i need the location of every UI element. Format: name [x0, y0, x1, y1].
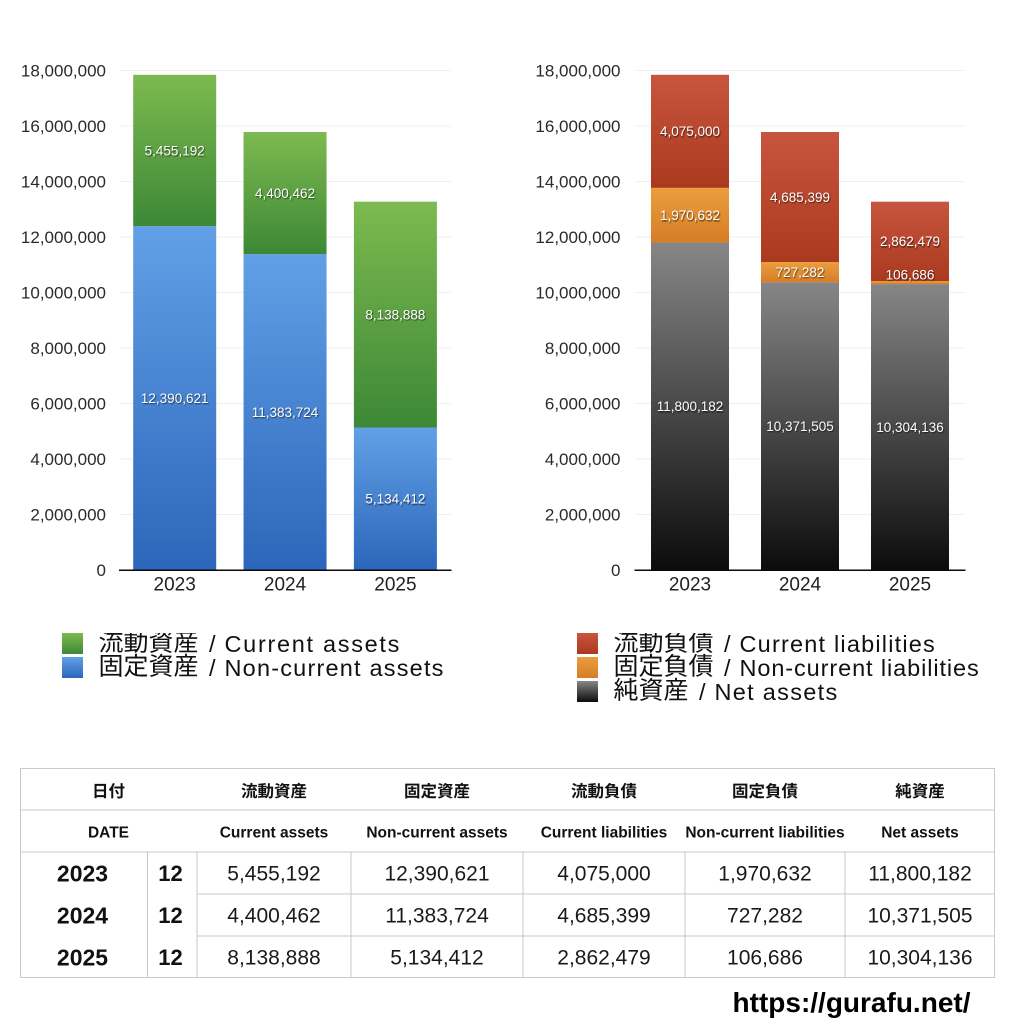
svg-text:11,383,724: 11,383,724	[252, 405, 319, 420]
svg-text:10,000,000: 10,000,000	[535, 284, 620, 303]
svg-text:18,000,000: 18,000,000	[21, 62, 106, 81]
svg-text:/: /	[699, 679, 706, 705]
svg-text:2025: 2025	[374, 575, 416, 596]
svg-text:727,282: 727,282	[776, 266, 825, 281]
svg-text:12,000,000: 12,000,000	[535, 228, 620, 247]
svg-text:11,383,724: 11,383,724	[385, 905, 489, 928]
svg-text:DATE: DATE	[88, 824, 129, 841]
svg-text:2,862,479: 2,862,479	[881, 235, 941, 250]
svg-text:2,862,479: 2,862,479	[557, 947, 650, 970]
svg-text:8,000,000: 8,000,000	[30, 339, 106, 358]
svg-text:16,000,000: 16,000,000	[21, 117, 106, 136]
svg-text:/: /	[724, 655, 731, 681]
svg-text:4,000,000: 4,000,000	[545, 450, 621, 469]
svg-text:10,371,505: 10,371,505	[867, 905, 972, 928]
svg-text:10,000,000: 10,000,000	[21, 284, 106, 303]
svg-text:4,400,462: 4,400,462	[227, 905, 320, 928]
svg-text:/: /	[724, 633, 731, 657]
svg-text:4,400,462: 4,400,462	[256, 187, 316, 202]
svg-text:Non-current liabilities: Non-current liabilities	[685, 824, 844, 841]
svg-text:5,134,412: 5,134,412	[366, 493, 426, 508]
svg-text:2023: 2023	[57, 860, 108, 886]
svg-text:14,000,000: 14,000,000	[21, 173, 106, 192]
svg-text:Net assets: Net assets	[714, 679, 838, 705]
svg-text:0: 0	[97, 561, 106, 580]
svg-text:6,000,000: 6,000,000	[545, 395, 621, 414]
svg-text:727,282: 727,282	[776, 265, 825, 280]
svg-text:18,000,000: 18,000,000	[535, 62, 620, 81]
svg-text:16,000,000: 16,000,000	[535, 117, 620, 136]
svg-text:Non-current liabilities: Non-current liabilities	[739, 655, 979, 681]
svg-text:6,000,000: 6,000,000	[30, 395, 106, 414]
svg-text:11,800,182: 11,800,182	[658, 400, 725, 415]
svg-text:2025: 2025	[889, 575, 931, 596]
svg-text:2,000,000: 2,000,000	[30, 506, 106, 525]
svg-text:5,455,192: 5,455,192	[227, 863, 320, 886]
svg-text:727,282: 727,282	[727, 905, 803, 928]
svg-text:11,800,182: 11,800,182	[868, 863, 972, 886]
svg-text:Non-current assets: Non-current assets	[366, 824, 507, 841]
svg-text:2024: 2024	[779, 575, 822, 596]
svg-text:5,455,192: 5,455,192	[145, 145, 205, 160]
svg-text:12,390,621: 12,390,621	[142, 392, 210, 407]
svg-text:11,800,182: 11,800,182	[657, 399, 724, 414]
svg-text:5,455,192: 5,455,192	[145, 143, 205, 158]
svg-text:2023: 2023	[154, 575, 196, 596]
svg-text:2024: 2024	[57, 902, 108, 928]
svg-text:0: 0	[611, 561, 620, 580]
svg-text:4,400,462: 4,400,462	[255, 186, 315, 201]
svg-text:1,970,632: 1,970,632	[718, 863, 811, 886]
svg-text:4,685,399: 4,685,399	[557, 905, 650, 928]
svg-text:106,686: 106,686	[727, 947, 803, 970]
svg-text:106,686: 106,686	[886, 269, 935, 284]
svg-text:/: /	[209, 655, 216, 681]
svg-text:10,304,136: 10,304,136	[867, 947, 972, 970]
svg-text:2024: 2024	[264, 575, 307, 596]
svg-text:Net assets: Net assets	[881, 824, 959, 841]
svg-text:10,371,505: 10,371,505	[766, 419, 834, 434]
svg-text:4,075,000: 4,075,000	[661, 125, 721, 140]
svg-text:4,075,000: 4,075,000	[660, 124, 720, 139]
svg-text:8,138,888: 8,138,888	[366, 309, 426, 324]
svg-text:12: 12	[158, 903, 182, 928]
svg-text:1,970,632: 1,970,632	[661, 209, 721, 224]
svg-text:11,383,724: 11,383,724	[253, 406, 320, 421]
svg-text:4,075,000: 4,075,000	[557, 863, 650, 886]
svg-text:4,685,399: 4,685,399	[771, 191, 831, 206]
svg-text:10,304,136: 10,304,136	[876, 420, 944, 435]
svg-text:4,685,399: 4,685,399	[770, 190, 830, 205]
svg-text:Current liabilities: Current liabilities	[541, 824, 668, 841]
svg-text:2025: 2025	[57, 944, 108, 970]
svg-text:12,000,000: 12,000,000	[21, 228, 106, 247]
svg-text:5,134,412: 5,134,412	[390, 947, 483, 970]
svg-text:5,134,412: 5,134,412	[365, 492, 425, 507]
svg-text:4,000,000: 4,000,000	[30, 450, 106, 469]
svg-text:2023: 2023	[669, 575, 711, 596]
svg-text:12: 12	[158, 945, 182, 970]
svg-text:Current liabilities: Current liabilities	[739, 633, 936, 657]
svg-text:12: 12	[158, 861, 182, 886]
svg-text:8,138,888: 8,138,888	[365, 307, 425, 322]
svg-text:10,304,136: 10,304,136	[877, 421, 945, 436]
svg-text:Current assets: Current assets	[220, 824, 329, 841]
svg-text:Non-current assets: Non-current assets	[224, 655, 444, 681]
svg-text:14,000,000: 14,000,000	[535, 173, 620, 192]
svg-text:8,000,000: 8,000,000	[545, 339, 621, 358]
svg-text:2,862,479: 2,862,479	[880, 234, 940, 249]
svg-text:12,390,621: 12,390,621	[141, 391, 209, 406]
svg-text:106,686: 106,686	[886, 267, 935, 282]
svg-text:/: /	[209, 633, 216, 657]
svg-text:Current assets: Current assets	[224, 633, 401, 657]
svg-text:2,000,000: 2,000,000	[545, 506, 621, 525]
svg-text:12,390,621: 12,390,621	[384, 863, 489, 886]
svg-text:1,970,632: 1,970,632	[660, 208, 720, 223]
svg-text:10,371,505: 10,371,505	[767, 420, 835, 435]
svg-text:8,138,888: 8,138,888	[227, 947, 320, 970]
